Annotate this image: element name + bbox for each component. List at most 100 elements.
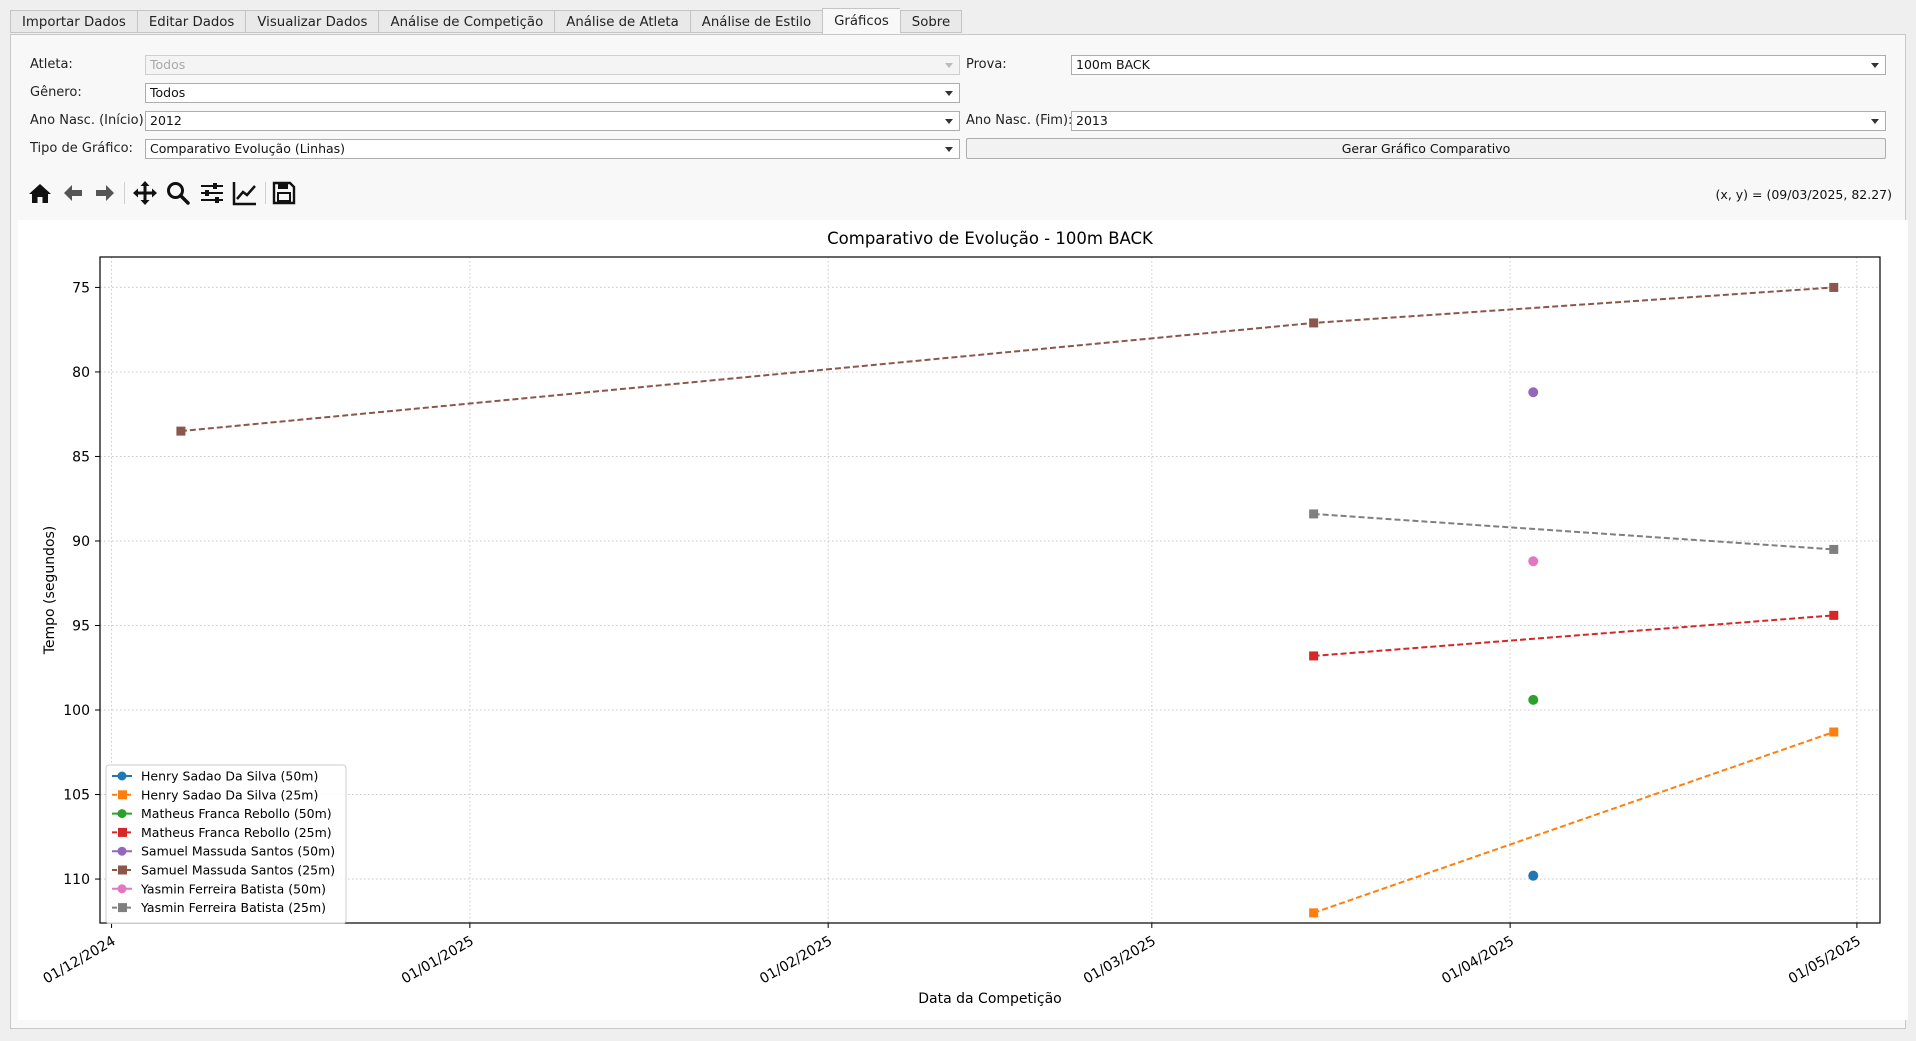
y-tick-label: 90 <box>72 534 90 550</box>
legend-marker <box>118 903 127 913</box>
chart-type-select[interactable]: Comparativo Evolução (Linhas) <box>145 139 960 159</box>
legend-label: Henry Sadao Da Silva (50m) <box>141 769 318 784</box>
legend-marker <box>118 827 127 837</box>
series-6 <box>1528 556 1539 567</box>
cursor-coordinates: (x, y) = (09/03/2025, 82.27) <box>1715 187 1892 202</box>
birth-end-select[interactable]: 2013 <box>1071 111 1886 131</box>
event-label: Prova: <box>966 57 1007 72</box>
chart-title: Comparativo de Evolução - 100m BACK <box>827 229 1154 248</box>
data-point <box>1829 282 1839 292</box>
tab-sobre[interactable]: Sobre <box>899 10 963 33</box>
legend-item: Yasmin Ferreira Batista (50m) <box>112 881 326 896</box>
chevron-down-icon <box>1871 119 1879 124</box>
zoom-icon[interactable] <box>165 180 191 206</box>
y-tick-label: 75 <box>72 280 90 296</box>
series-7 <box>1309 509 1839 554</box>
series-0 <box>1528 870 1539 881</box>
y-tick-label: 105 <box>63 788 90 804</box>
tab-importar-dados[interactable]: Importar Dados <box>10 10 137 33</box>
toolbar-separator <box>265 182 266 204</box>
legend-label: Samuel Massuda Santos (50m) <box>141 844 335 859</box>
data-point <box>176 426 186 436</box>
chevron-down-icon <box>945 91 953 96</box>
series-1 <box>1309 727 1839 918</box>
birth-start-select[interactable]: 2012 <box>145 111 960 131</box>
series-line <box>1313 731 1835 914</box>
data-point <box>1309 651 1319 661</box>
data-point <box>1309 318 1319 328</box>
birth-start-label: Ano Nasc. (Início): <box>30 113 149 128</box>
gender-select-value: Todos <box>150 85 186 100</box>
tab-analise-de-atleta[interactable]: Análise de Atleta <box>554 10 690 33</box>
series-line <box>1313 512 1834 551</box>
legend-item: Samuel Massuda Santos (50m) <box>112 844 335 859</box>
y-tick-label: 110 <box>63 872 90 888</box>
data-point <box>1309 509 1319 519</box>
legend-label: Samuel Massuda Santos (25m) <box>141 863 335 878</box>
data-point <box>1829 727 1839 737</box>
gender-select[interactable]: Todos <box>145 83 960 103</box>
y-tick-label: 85 <box>72 449 90 465</box>
toolbar-separator <box>124 182 125 204</box>
athlete-select[interactable]: Todos <box>145 55 960 75</box>
legend-item: Henry Sadao Da Silva (50m) <box>112 769 318 784</box>
data-point <box>1829 544 1839 554</box>
y-tick-label: 95 <box>72 618 90 634</box>
plot-frame <box>99 256 1881 924</box>
tab-visualizar-dados[interactable]: Visualizar Dados <box>245 10 379 33</box>
subplots-icon[interactable] <box>199 180 225 206</box>
legend: Henry Sadao Da Silva (50m) Henry Sadao Da… <box>105 764 347 924</box>
birth-end-label: Ano Nasc. (Fim): <box>966 113 1073 128</box>
legend-marker <box>118 790 127 800</box>
legend-label: Yasmin Ferreira Batista (25m) <box>140 900 326 915</box>
legend-label: Matheus Franca Rebollo (50m) <box>141 806 332 821</box>
back-icon[interactable] <box>60 180 86 206</box>
generate-chart-button[interactable]: Gerar Gráfico Comparativo <box>966 138 1886 159</box>
legend-item: Samuel Massuda Santos (25m) <box>112 863 335 878</box>
legend-marker <box>118 865 127 875</box>
legend-box <box>105 764 347 924</box>
legend-item: Matheus Franca Rebollo (50m) <box>112 806 332 821</box>
x-axis-label: Data da Competição <box>918 991 1062 1007</box>
pan-icon[interactable] <box>132 180 158 206</box>
save-icon[interactable] <box>271 180 297 206</box>
gender-label: Gênero: <box>30 85 82 100</box>
athlete-label: Atleta: <box>30 57 73 72</box>
tab-graficos[interactable]: Gráficos <box>822 8 900 34</box>
y-tick-label: 80 <box>72 365 90 381</box>
series-4 <box>1528 387 1539 398</box>
chevron-down-icon <box>1871 63 1879 68</box>
data-point <box>1528 870 1539 881</box>
legend-label: Matheus Franca Rebollo (25m) <box>141 825 332 840</box>
legend-marker <box>117 846 127 856</box>
legend-item: Yasmin Ferreira Batista (25m) <box>112 900 326 915</box>
forward-icon[interactable] <box>92 180 118 206</box>
y-tick-label: 100 <box>63 703 90 719</box>
event-select[interactable]: 100m BACK <box>1071 55 1886 75</box>
home-icon[interactable] <box>27 180 53 206</box>
series-3 <box>1309 610 1839 661</box>
series-2 <box>1528 694 1539 705</box>
tab-analise-de-estilo[interactable]: Análise de Estilo <box>689 10 823 33</box>
series-line <box>1313 614 1834 657</box>
axes-icon[interactable] <box>232 180 258 206</box>
y-axis-label: Tempo (segundos) <box>42 526 58 656</box>
athlete-select-value: Todos <box>150 57 186 72</box>
data-point <box>1528 556 1539 567</box>
birth-start-select-value: 2012 <box>150 113 182 128</box>
chevron-down-icon <box>945 119 953 124</box>
data-point <box>1829 610 1839 620</box>
data-point <box>1309 908 1319 918</box>
tab-analise-de-competicao[interactable]: Análise de Competição <box>378 10 555 33</box>
legend-marker <box>117 771 127 781</box>
data-point <box>1528 694 1539 705</box>
series-5 <box>176 282 1839 436</box>
tab-editar-dados[interactable]: Editar Dados <box>136 10 246 33</box>
chevron-down-icon <box>945 63 953 68</box>
legend-item: Matheus Franca Rebollo (25m) <box>112 825 332 840</box>
tab-bar: Importar Dados Editar Dados Visualizar Dad… <box>10 8 963 34</box>
birth-end-select-value: 2013 <box>1076 113 1108 128</box>
legend-marker <box>117 884 127 894</box>
event-select-value: 100m BACK <box>1076 57 1150 72</box>
